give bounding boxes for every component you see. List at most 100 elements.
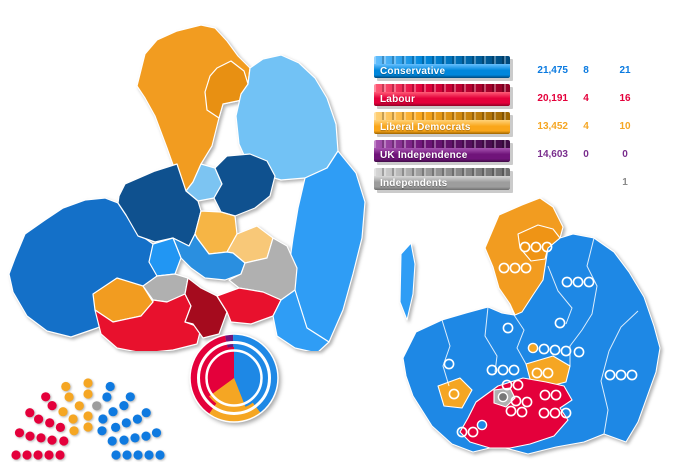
parliament-seat-dot (55, 450, 65, 460)
ward-blue-se (272, 289, 330, 351)
ward-boundary-line (441, 319, 451, 387)
seat-marker-outline (550, 389, 562, 401)
seat-marker-outline (443, 358, 455, 370)
parliament-seat-dot (133, 450, 143, 460)
change-value: 4 (583, 121, 589, 132)
legend-row-conservative: Conservative 21,475 8 21 (374, 56, 674, 78)
seat-marker-outline (549, 344, 561, 356)
parliament-seat-dot (14, 428, 25, 438)
seat-marker-outline (531, 367, 543, 379)
seat-marker-outline (467, 426, 479, 438)
seat-map-ward-orange-west (437, 377, 473, 409)
change-value: 0 (583, 149, 589, 160)
parliament-seat-dot (25, 431, 35, 441)
parliament-seat-dot (98, 414, 108, 424)
vote-share-donut (189, 333, 279, 423)
parliament-seat-chart (11, 378, 165, 460)
parliament-seat-dot (74, 401, 84, 411)
parliament-seat-dot (155, 450, 165, 460)
seats-value: 16 (619, 93, 631, 104)
parliament-seat-dot (141, 431, 151, 441)
parliament-seat-dot (64, 392, 74, 402)
parliament-seat-dot (25, 408, 35, 418)
parliament-seat-dot (97, 426, 107, 436)
seat-marker-outline (572, 276, 584, 288)
bar-3d-top (374, 168, 510, 176)
ward-boundary-line (600, 310, 639, 435)
parliament-seat-dot (22, 450, 32, 460)
seat-marker-outline (561, 276, 573, 288)
seat-marker-filled (476, 419, 488, 431)
seat-marker-outline (521, 396, 533, 408)
parliament-seat-dot (58, 407, 68, 417)
seat-marker-outline (538, 407, 550, 419)
ward-gray-east (228, 237, 298, 301)
parliament-seat-dot (36, 433, 46, 443)
parliament-seat-dot (121, 418, 131, 428)
ward-boundary-line (569, 237, 598, 366)
parliament-seat-dot (92, 401, 102, 411)
party-name: Conservative (380, 65, 446, 77)
seat-marker-outline (448, 388, 460, 400)
seat-marker-outline (512, 379, 524, 391)
legend-row-labour: Labour 20,191 4 16 (374, 84, 674, 106)
legend-row-libdem: Liberal Democrats 13,452 4 10 (374, 112, 674, 134)
seat-marker-outline (626, 369, 638, 381)
parliament-seat-dot (44, 450, 54, 460)
seat-marker-filled (527, 342, 539, 354)
results-map-choropleth (8, 24, 366, 351)
parliament-seat-dot (122, 450, 132, 460)
parliament-seat-dot (141, 408, 151, 418)
parliament-seat-dot (33, 450, 43, 460)
parliament-seat-dot (34, 414, 44, 424)
donut-ring-outer (197, 341, 271, 415)
votes-value: 13,452 (537, 121, 568, 132)
seat-marker-outline (549, 407, 561, 419)
parliament-seat-dot (83, 411, 93, 421)
seat-marker-outline (497, 364, 509, 376)
seat-marker-outline (541, 241, 553, 253)
parliament-seat-dot (55, 422, 65, 432)
parliament-seat-dot (125, 392, 135, 402)
party-name: Liberal Democrats (380, 121, 471, 133)
bar-3d-top (374, 112, 510, 120)
parliament-seat-dot (68, 414, 78, 424)
bar-3d-top (374, 140, 510, 148)
seat-marker-outline (502, 322, 514, 334)
parliament-seat-dot (11, 450, 21, 460)
seat-marker-outline (530, 241, 542, 253)
results-legend-table: Conservative 21,475 8 21 Labour 20,191 4… (374, 56, 674, 196)
parliament-seat-dot (45, 418, 55, 428)
party-bar-labour: Labour (374, 84, 510, 106)
seat-marker-outline (583, 276, 595, 288)
seat-marker-outline (554, 317, 566, 329)
seats-value: 0 (622, 149, 628, 160)
seat-marker-outline (456, 426, 468, 438)
ward-navy-east (213, 153, 276, 217)
parliament-seat-dot (108, 407, 118, 417)
seat-marker-outline (516, 406, 528, 418)
seat-marker-outline (509, 262, 521, 274)
change-value: 8 (583, 65, 589, 76)
donut-ring-inner (205, 349, 263, 407)
inner-segment-labour (203, 347, 234, 397)
legend-row-independents: Independents 1 (374, 168, 674, 190)
seat-marker-outline (505, 405, 517, 417)
parliament-seat-dot (151, 428, 162, 438)
parliament-seat-dot (83, 422, 93, 432)
parliament-seat-dot (130, 433, 140, 443)
parliament-seat-dot (47, 435, 57, 445)
seat-marker-outline (560, 407, 572, 419)
parliament-seat-dot (144, 450, 154, 460)
parliament-seat-dot (111, 450, 121, 460)
seat-marker-outline (615, 369, 627, 381)
ward-boundary-line (484, 306, 498, 373)
seat-marker-outline (604, 369, 616, 381)
bar-3d-top (374, 84, 510, 92)
seats-value: 21 (619, 65, 631, 76)
seat-marker-outline (573, 346, 585, 358)
seat-marker-outline (539, 389, 551, 401)
parliament-seat-dot (41, 392, 51, 402)
ward-red-dark (184, 277, 228, 339)
